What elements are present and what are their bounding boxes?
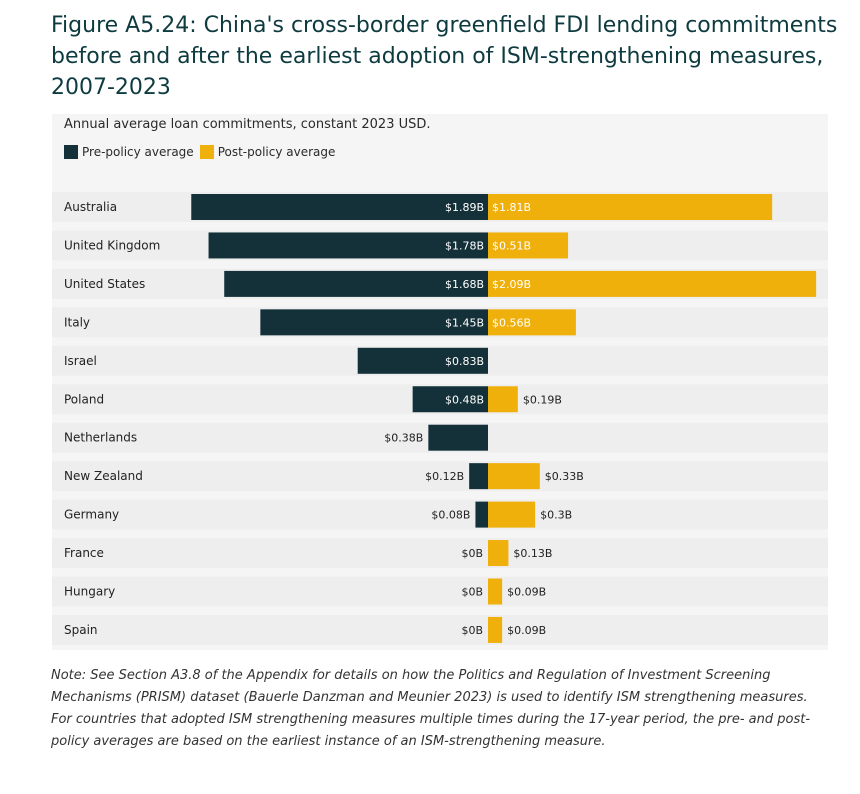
row-band-spain: [52, 614, 828, 645]
category-label-spain: Spain: [64, 623, 98, 637]
legend-item-pre: Pre-policy average: [64, 145, 194, 159]
label-post-united-kingdom: $0.51B: [492, 239, 531, 252]
bar-pre-poland: [412, 386, 488, 413]
bar-pre-united-states: [224, 270, 489, 297]
category-label-poland: Poland: [64, 392, 104, 406]
bar-post-united-kingdom: [488, 232, 569, 259]
category-label-netherlands: Netherlands: [64, 431, 137, 445]
label-pre-united-states: $1.68B: [445, 278, 484, 291]
bar-post-germany: [488, 501, 536, 528]
legend-swatch-post: [199, 145, 214, 159]
label-post-spain: $0.09B: [507, 624, 546, 637]
row-band-hungary: [52, 576, 828, 607]
label-pre-france: $0B: [461, 547, 483, 560]
label-pre-hungary: $0B: [461, 586, 483, 599]
label-pre-italy: $1.45B: [445, 316, 484, 329]
label-pre-germany: $0.08B: [431, 509, 470, 522]
bar-pre-new-zealand: [469, 463, 488, 490]
bar-post-new-zealand: [488, 463, 540, 490]
bar-pre-germany: [475, 501, 488, 528]
bar-pre-australia: [191, 194, 488, 220]
category-label-united-states: United States: [64, 277, 145, 291]
row-band-france: [52, 538, 828, 569]
legend-swatch-pre: [64, 145, 78, 159]
label-pre-new-zealand: $0.12B: [425, 470, 464, 483]
bar-post-united-states: [488, 270, 817, 297]
bar-post-australia: [488, 194, 773, 220]
category-label-israel: Israel: [64, 354, 97, 368]
label-pre-australia: $1.89B: [445, 201, 484, 214]
legend-label-post: Post-policy average: [217, 145, 336, 159]
label-post-new-zealand: $0.33B: [545, 470, 584, 483]
label-pre-israel: $0.83B: [445, 355, 484, 368]
row-band-new-zealand: [52, 461, 828, 492]
label-pre-united-kingdom: $1.78B: [445, 239, 484, 252]
bar-post-france: [488, 540, 509, 567]
category-label-new-zealand: New Zealand: [64, 469, 143, 483]
label-post-poland: $0.19B: [523, 393, 562, 406]
legend: Pre-policy average Post-policy average: [64, 145, 341, 159]
label-post-australia: $1.81B: [492, 201, 531, 214]
label-post-france: $0.13B: [513, 547, 552, 560]
category-label-italy: Italy: [64, 315, 90, 329]
bar-pre-italy: [260, 309, 488, 336]
bar-pre-united-kingdom: [208, 232, 489, 259]
figure-note: Note: See Section A3.8 of the Appendix f…: [51, 668, 811, 749]
label-pre-spain: $0B: [461, 624, 483, 637]
legend-item-post: Post-policy average: [199, 145, 336, 159]
label-pre-netherlands: $0.38B: [384, 432, 423, 445]
legend-label-pre: Pre-policy average: [82, 145, 194, 159]
category-label-france: France: [64, 546, 104, 560]
category-label-australia: Australia: [64, 200, 117, 214]
bar-post-poland: [488, 386, 518, 413]
chart-subtitle: Annual average loan commitments, constan…: [64, 117, 431, 132]
category-label-germany: Germany: [64, 508, 119, 522]
label-post-united-states: $2.09B: [492, 278, 531, 291]
label-post-hungary: $0.09B: [507, 586, 546, 599]
label-post-italy: $0.56B: [492, 316, 531, 329]
row-band-germany: [52, 499, 828, 530]
category-label-hungary: Hungary: [64, 585, 115, 599]
bar-post-hungary: [488, 578, 503, 605]
bar-post-italy: [488, 309, 576, 336]
bar-pre-israel: [357, 347, 488, 374]
label-pre-poland: $0.48B: [445, 393, 484, 406]
bar-post-spain: [488, 616, 503, 643]
bar-pre-netherlands: [428, 424, 488, 451]
label-post-germany: $0.3B: [540, 509, 572, 522]
bar-chart: Australia $1.89B $1.81B United Kingdom $1.78…: [52, 194, 828, 645]
category-label-united-kingdom: United Kingdom: [64, 238, 160, 252]
figure-title: Figure A5.24: China's cross-border green…: [51, 13, 838, 100]
